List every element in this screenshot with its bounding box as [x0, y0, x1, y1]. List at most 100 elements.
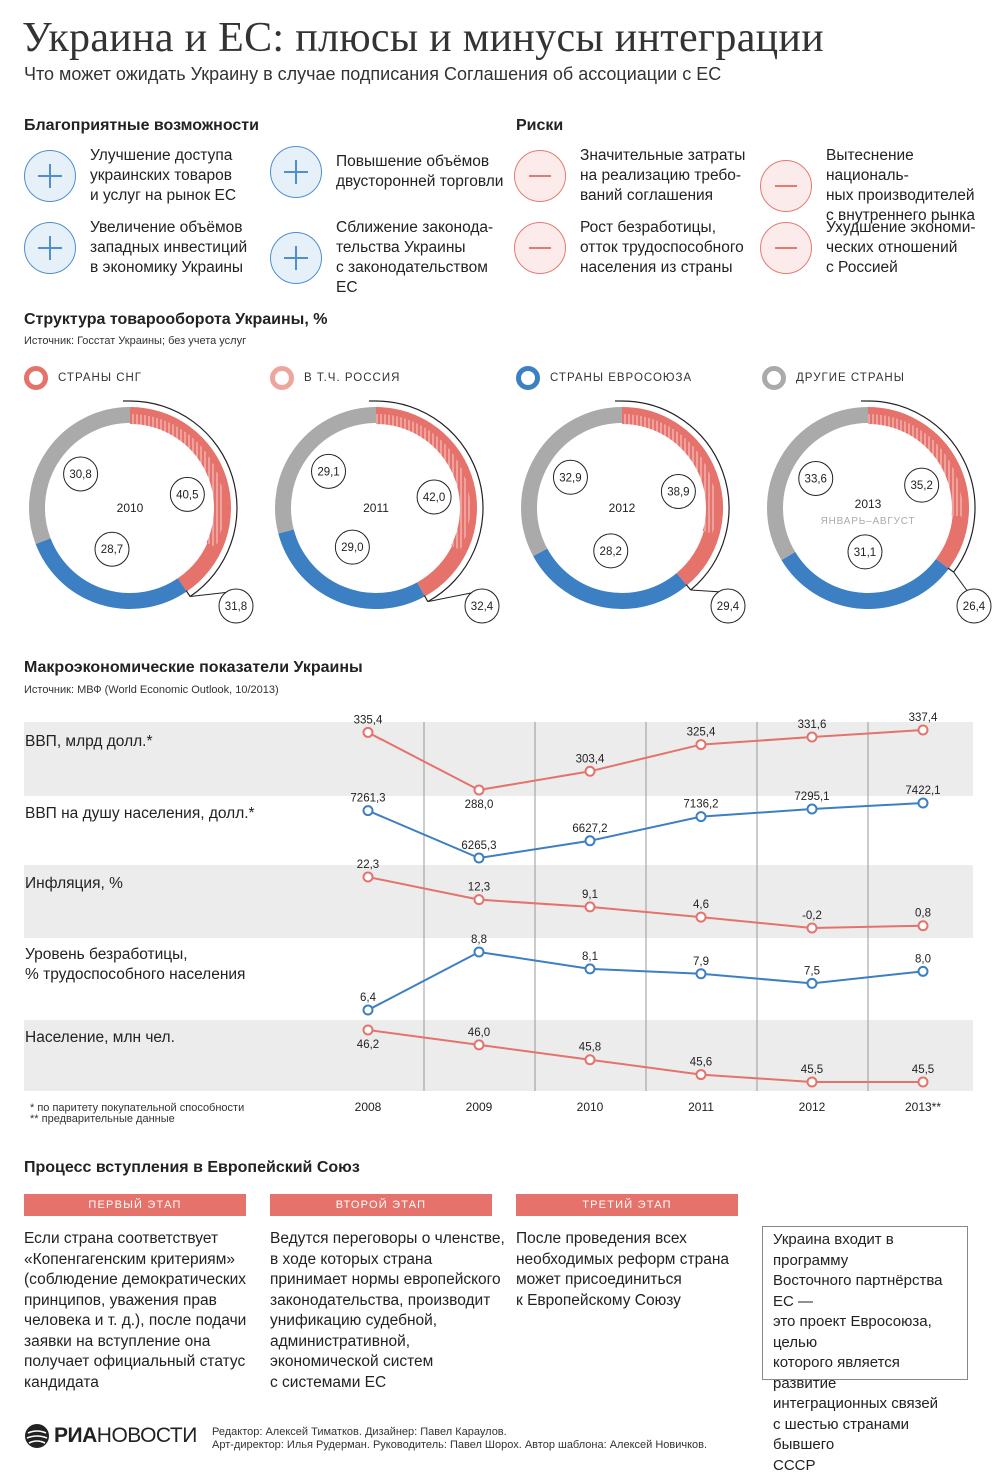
plus-icon [270, 232, 322, 284]
label-other-circle [552, 459, 588, 495]
data-label: 7261,3 [350, 793, 385, 805]
label-cis-circle [904, 467, 940, 503]
data-point [473, 894, 485, 906]
risk-text: Ухудшение экономи- ческих отношений с Ро… [826, 219, 976, 276]
year-label: 2013 [855, 497, 882, 511]
risk-item: Рост безработицы, отток трудоспособного … [514, 218, 749, 278]
data-label: -0,2 [802, 910, 822, 922]
label-eu: 28,2 [600, 546, 622, 558]
data-point [695, 811, 707, 823]
label-eu-circle [847, 534, 883, 570]
period-note: ЯНВАРЬ–АВГУСТ [821, 516, 916, 527]
line-path [367, 802, 924, 860]
trade-source: Источник: Госстат Украины; без учета усл… [24, 335, 247, 347]
label-other-circle [798, 460, 834, 496]
data-point [917, 1076, 929, 1088]
legend-ring-icon [762, 366, 786, 390]
data-point [806, 731, 818, 743]
data-point [584, 835, 596, 847]
russia-leader [427, 591, 477, 603]
legend-label: ДРУГИЕ СТРАНЫ [796, 372, 905, 384]
bracket-end [685, 584, 692, 591]
ria-globe-icon [25, 1424, 49, 1448]
slice-other [275, 407, 377, 534]
eastern-partnership-note: Украина входит в программу Восточного па… [762, 1226, 968, 1474]
legend-ring-icon [24, 366, 48, 390]
label-russia: 26,4 [963, 601, 986, 613]
data-point [806, 1076, 818, 1088]
cis-bracket [129, 400, 238, 597]
data-label: 45,5 [801, 1064, 823, 1076]
slice-other [767, 407, 869, 561]
data-label: 325,4 [687, 727, 716, 739]
bracket-end [185, 590, 191, 597]
macro-line-charts: ВВП, млрд долл.* ВВП на душу населения, д… [24, 712, 973, 1114]
legend-eu: СТРАНЫ ЕВРОСОЮЗА [516, 366, 692, 390]
page-subtitle: Что может ожидать Украину в случае подпи… [24, 64, 722, 84]
slice-eu [533, 548, 687, 609]
data-label: 45,5 [912, 1064, 934, 1076]
data-label: 46,2 [357, 1039, 379, 1051]
slice-other [29, 407, 131, 544]
data-point [584, 963, 596, 975]
minus-icon [514, 222, 566, 274]
data-point [362, 726, 374, 738]
bracket-end [423, 595, 429, 602]
data-label: 331,6 [798, 719, 827, 731]
year-label: 2010 [117, 501, 144, 515]
data-label: 6265,3 [461, 840, 496, 852]
data-label: 7,5 [804, 965, 820, 977]
data-point [584, 901, 596, 913]
slice-russia [129, 414, 224, 547]
row-label: Уровень безработицы, [25, 946, 188, 963]
label-russia-circle [956, 588, 992, 624]
series-line: 22,3 12,3 9,1 4,6 -0,2 0,8 [357, 859, 931, 934]
data-label: 7,9 [693, 956, 709, 968]
data-point [473, 1039, 485, 1051]
macro-heading: Макроэкономические показатели Украины [24, 659, 363, 676]
line-path [367, 1029, 923, 1083]
line-path [367, 876, 924, 930]
risk-item: Ухудшение экономи- ческих отношений с Ро… [760, 218, 995, 278]
label-other: 30,8 [69, 469, 91, 481]
plus-icon [24, 222, 76, 274]
label-russia: 32,4 [471, 601, 494, 613]
slice-russia [621, 414, 716, 534]
slice-eu [781, 551, 949, 609]
data-label: 9,1 [582, 889, 598, 901]
stage-3-label: ТРЕТИЙ ЭТАП [516, 1194, 738, 1216]
logo-ria-text: РИА [54, 1424, 97, 1447]
data-label: 6,4 [360, 992, 377, 1004]
slice-other [521, 407, 623, 557]
data-point [695, 1069, 707, 1081]
slice-eu [35, 538, 187, 609]
opportunity-text: Улучшение доступа украинских товаров и у… [90, 147, 237, 204]
minus-icon [514, 150, 566, 202]
risk-text: Рост безработицы, отток трудоспособного … [580, 219, 744, 276]
data-label: 7136,2 [683, 799, 718, 811]
data-point [806, 803, 818, 815]
macro-footnotes: * по паритету покупательной способности … [30, 1103, 244, 1125]
cis-bracket [375, 400, 484, 603]
label-other: 33,6 [805, 473, 827, 485]
logo-novosti-text: НОВОСТИ [96, 1424, 198, 1447]
legend-label: В Т.Ч. РОССИЯ [304, 372, 401, 384]
x-tick-label: 2008 [355, 1100, 382, 1114]
opportunity-item: Улучшение доступа украинских товаров и у… [24, 146, 259, 206]
opportunity-item: Сближение законода- тельства Украины с з… [270, 218, 505, 298]
data-point [806, 977, 818, 989]
series-line: 6,4 8,8 8,1 7,9 7,5 8,0 [360, 934, 931, 1016]
label-cis: 35,2 [910, 480, 932, 492]
label-cis-circle [169, 476, 205, 512]
label-russia-circle [218, 588, 254, 624]
opportunity-text: Сближение законода- тельства Украины с з… [336, 219, 494, 296]
label-other-circle [311, 453, 347, 489]
legend-ring-icon [270, 366, 294, 390]
eu-process-heading: Процесс вступления в Европейский Союз [24, 1159, 360, 1176]
data-label: 335,4 [354, 714, 383, 726]
footnote-ppp: * по паритету покупательной способности [30, 1102, 245, 1114]
data-label: 12,3 [468, 882, 490, 894]
donut-2013: 2013 ЯНВАРЬ–АВГУСТ 35,2 31,1 33,6 26,4 [767, 400, 992, 624]
footnote-preliminary: ** предварительные данные [30, 1113, 175, 1125]
label-eu: 28,7 [101, 544, 123, 556]
